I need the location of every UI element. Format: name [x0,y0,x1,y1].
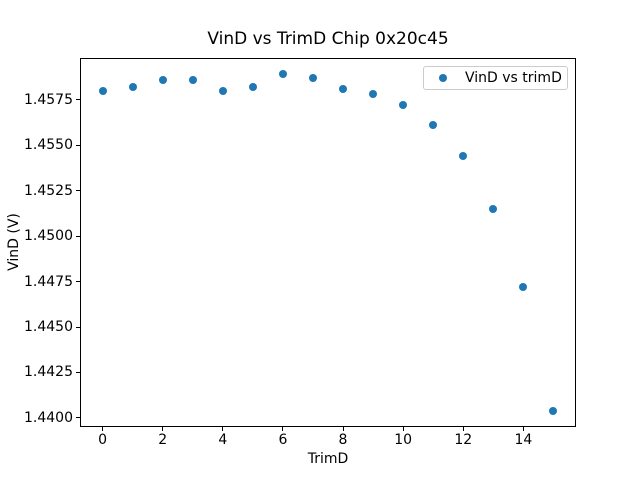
y-axis-label: VinD (V) [6,213,22,271]
scatter-point [369,90,378,99]
scatter-point [549,406,558,415]
y-tick-mark [76,417,80,419]
x-axis-label: TrimD [307,451,349,467]
y-tick-label: 1.4450 [24,319,73,336]
y-tick-mark [76,281,80,283]
scatter-point [248,83,257,92]
scatter-point [459,152,468,161]
x-tick-label: 14 [514,432,533,448]
x-tick-mark [522,427,524,431]
legend-marker-icon [439,74,447,82]
legend: VinD vs trimD [423,66,568,90]
x-tick-label: 12 [454,432,473,448]
y-tick-label: 1.4400 [24,409,73,426]
x-tick-mark [282,427,284,431]
x-tick-mark [222,427,224,431]
y-tick-label: 1.4475 [24,273,73,290]
x-tick-mark [402,427,404,431]
legend-label: VinD vs trimD [465,70,562,86]
y-tick-mark [76,326,80,328]
x-tick-label: 10 [394,432,413,448]
x-tick-label: 6 [278,432,288,448]
scatter-point [519,283,528,292]
scatter-point [429,121,438,130]
y-tick-label: 1.4550 [24,137,73,154]
y-tick-label: 1.4525 [24,182,73,199]
y-tick-mark [76,371,80,373]
x-tick-label: 2 [158,432,168,448]
scatter-point [128,83,137,92]
x-tick-mark [342,427,344,431]
x-tick-label: 4 [218,432,228,448]
x-tick-mark [102,427,104,431]
scatter-point [98,86,107,95]
scatter-point [339,84,348,93]
y-tick-label: 1.4500 [24,228,73,245]
y-tick-mark [76,99,80,101]
x-tick-label: 8 [338,432,348,448]
y-tick-mark [76,235,80,237]
x-tick-label: 0 [98,432,107,448]
scatter-point [489,204,498,213]
scatter-point [308,73,317,82]
scatter-point [218,86,227,95]
x-tick-mark [462,427,464,431]
plot-area [80,58,576,427]
y-tick-label: 1.4425 [24,364,73,381]
chart-title: VinD vs TrimD Chip 0x20c45 [207,29,449,49]
scatter-point [399,101,408,110]
scatter-point [278,70,287,79]
scatter-point [158,75,167,84]
y-tick-mark [76,190,80,192]
scatter-point [188,75,197,84]
x-tick-mark [162,427,164,431]
y-tick-mark [76,144,80,146]
y-tick-label: 1.4575 [24,91,73,108]
